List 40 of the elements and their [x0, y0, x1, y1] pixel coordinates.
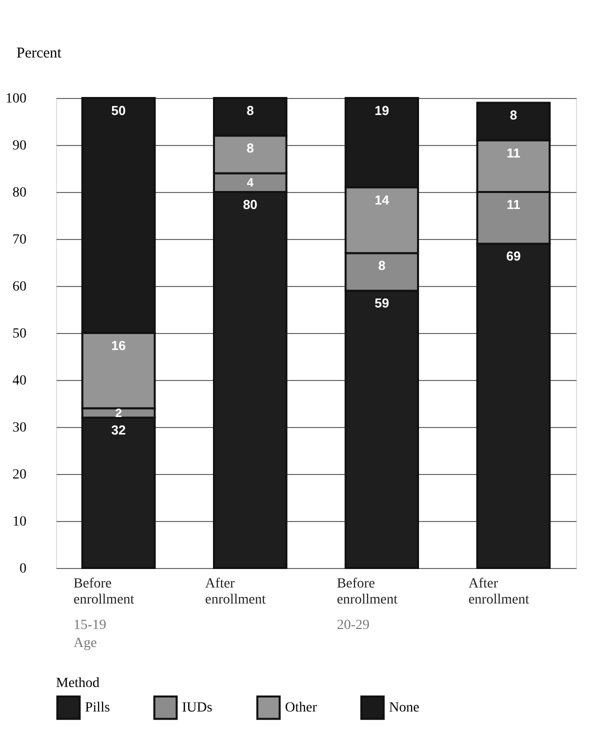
data-label: 80	[242, 197, 258, 212]
y-tick-label: 0	[20, 562, 26, 576]
y-tick-label: 100	[6, 92, 26, 106]
y-tick-label: 70	[12, 232, 26, 248]
text: 20-29	[336, 618, 370, 633]
y-tick-label: 20	[12, 468, 26, 482]
data-label: 69	[506, 248, 521, 264]
data-label: 50	[111, 103, 126, 118]
y-tick-label: 60	[12, 280, 26, 294]
legend-label: IUDs	[182, 700, 212, 716]
data-label: 59	[374, 296, 390, 311]
y-tick-label: 90	[12, 138, 26, 154]
x-tick-label: Before enrollment	[74, 576, 134, 608]
data-label: 11	[506, 145, 520, 160]
legend-label: Pills	[85, 700, 110, 716]
data-label: 8	[246, 103, 254, 118]
data-label: 8	[510, 108, 518, 123]
data-label: 14	[374, 192, 390, 208]
x-tick-label: Before enrollment	[336, 576, 398, 608]
y-tick-label: 80	[12, 186, 26, 200]
data-label: 11	[506, 197, 520, 212]
y-tick-label: 40	[12, 374, 26, 388]
x-tick-label: After enrollment	[468, 576, 530, 608]
data-label: 8	[246, 140, 254, 156]
y-tick-label: 30	[12, 420, 26, 436]
legend-title: Method	[56, 676, 100, 691]
text: 15-19	[74, 618, 106, 633]
data-label: 2	[115, 406, 122, 420]
y-tick-label: 50	[12, 326, 26, 342]
data-label: 8	[378, 258, 386, 274]
data-label: 4	[246, 176, 254, 190]
data-label: 32	[111, 422, 126, 438]
y-axis-title: Percent	[16, 46, 62, 62]
data-label: 19	[374, 103, 390, 118]
data-label: 16	[111, 338, 126, 353]
y-tick-label: 10	[12, 514, 26, 530]
x-tick-label: After enrollment	[205, 576, 266, 608]
legend-label: None	[389, 700, 420, 716]
text: Age	[74, 636, 97, 651]
legend-label: Other	[285, 700, 318, 716]
